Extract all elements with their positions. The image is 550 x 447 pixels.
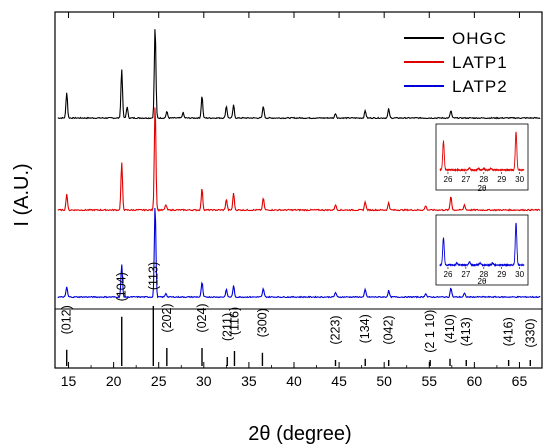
reference-label: (024) [195, 303, 209, 332]
inset-tick-label: 30 [515, 270, 524, 279]
reference-label: (113) [146, 262, 160, 290]
x-tick-label: 50 [376, 373, 392, 389]
x-tick-label: 65 [512, 373, 528, 389]
x-tick-label: 35 [241, 373, 257, 389]
legend-entry-latp2: LATP2 [404, 77, 508, 96]
reference-label: (202) [160, 303, 174, 332]
reference-pattern: (012) (104) (113)(202) (024) (211)(116) (300)… [60, 262, 537, 366]
x-tick-label: 20 [106, 373, 122, 389]
inset-tick-label: 27 [461, 270, 470, 279]
legend-label: LATP2 [452, 77, 508, 96]
reference-label: (012) [60, 305, 74, 334]
legend: OHGC LATP1 LATP2 [404, 29, 508, 96]
x-axis-title: 2θ (degree) [248, 423, 351, 445]
x-tick-label: 25 [151, 373, 167, 389]
axes: 15 20 25 30 35 40 45 50 55 60 65 [54, 11, 543, 389]
y-axis-title: I (A.U.) [11, 163, 33, 226]
inset-x-label: 2θ [478, 277, 487, 286]
inset-trace [439, 222, 525, 268]
legend-label: OHGC [452, 29, 507, 48]
reference-label: (300) [255, 308, 269, 337]
inset-trace [439, 131, 525, 173]
plot-area [57, 29, 541, 299]
reference-label: (211) [220, 313, 234, 341]
inset-tick-label: 30 [515, 175, 524, 184]
inset-tick-label: 28 [479, 270, 488, 279]
reference-label: (116) [227, 307, 241, 335]
inset-tick-label: 26 [444, 175, 453, 184]
reference-label: (413) [459, 317, 473, 346]
x-tick-label: 40 [286, 373, 302, 389]
legend-label: LATP1 [452, 53, 508, 72]
legend-entry-latp1: LATP1 [404, 53, 508, 72]
inset-latp2: 26 27 28 29 30 2θ [435, 214, 529, 286]
inset-tick-label: 29 [497, 270, 506, 279]
inset-tick-label: 28 [479, 175, 488, 184]
reference-label: (2 1 10) [423, 310, 437, 353]
inset-tick-label: 26 [444, 270, 453, 279]
x-tick-label: 45 [331, 373, 347, 389]
x-tick-label: 55 [421, 373, 437, 389]
series-latp1-trace [57, 107, 541, 212]
inset-tick-label: 27 [461, 175, 470, 184]
series-latp2-trace [57, 207, 541, 299]
reference-label: (410) [443, 314, 457, 343]
legend-entry-ohgc: OHGC [404, 29, 507, 48]
reference-label: (104) [115, 272, 129, 301]
reference-label: (134) [358, 314, 372, 343]
reference-label: (330) [523, 318, 537, 347]
plot-frame [54, 11, 543, 369]
inset-frame [435, 214, 529, 286]
series-ohgc-trace [57, 29, 541, 120]
reference-label: (042) [382, 315, 396, 344]
x-tick-label: 60 [467, 373, 483, 389]
inset-frame [435, 123, 529, 191]
reference-label: (223) [328, 315, 342, 344]
reference-label: (416) [502, 317, 516, 346]
x-tick-label: 30 [196, 373, 212, 389]
inset-x-label: 2θ [478, 184, 487, 193]
insets: 26 27 28 29 30 2θ 26 27 28 29 30 2θ [435, 123, 529, 286]
x-tick-label: 15 [61, 373, 77, 389]
inset-tick-label: 29 [497, 175, 506, 184]
inset-latp1: 26 27 28 29 30 2θ [435, 123, 529, 193]
